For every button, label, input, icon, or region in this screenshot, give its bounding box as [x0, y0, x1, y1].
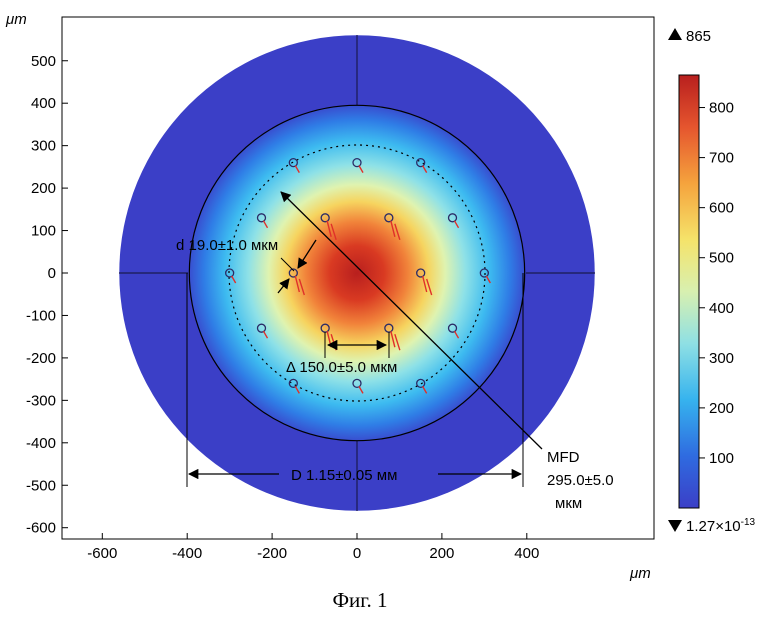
hole-diameter-annotation: d 19.0±1.0 мкм	[176, 237, 278, 254]
colorbar-tick-label: 200	[709, 400, 734, 417]
colorbar-tick-label: 500	[709, 250, 734, 267]
core-field-distribution	[189, 105, 524, 440]
y-tick-label: 0	[48, 265, 56, 282]
colorbar-tick-label: 300	[709, 350, 734, 367]
colorbar-tick-label: 700	[709, 150, 734, 167]
mfd-label-2: 295.0±5.0	[547, 472, 614, 489]
x-tick-label: -400	[172, 545, 202, 562]
y-tick-label: 100	[31, 223, 56, 240]
x-tick-label: -600	[87, 545, 117, 562]
x-tick-label: 200	[429, 545, 454, 562]
min-marker-icon	[668, 520, 682, 532]
y-tick-label: -100	[26, 307, 56, 324]
mfd-label-1: MFD	[547, 449, 580, 466]
colorbar-scale	[679, 75, 699, 508]
diameter-annotation: D 1.15±0.05 мм	[291, 467, 397, 484]
x-tick-label: 0	[353, 545, 361, 562]
colorbar-ticks: 800 700 600 500 400 300 200 100	[699, 100, 734, 467]
fiber-cross-section	[119, 35, 595, 511]
colorbar-tick-label: 800	[709, 100, 734, 117]
y-tick-label: 300	[31, 138, 56, 155]
x-unit-label: μm	[629, 565, 651, 582]
colorbar-tick-label: 100	[709, 450, 734, 467]
y-tick-label: -600	[26, 520, 56, 537]
y-tick-label: -300	[26, 392, 56, 409]
y-unit-label: μm	[5, 11, 27, 28]
y-tick-label: -400	[26, 435, 56, 452]
y-tick-label: -500	[26, 477, 56, 494]
pitch-annotation: Δ 150.0±5.0 мкм	[286, 359, 397, 376]
colorbar-min-label: 1.27×10-13	[686, 517, 756, 535]
y-tick-label: 500	[31, 53, 56, 70]
mfd-label-3: мкм	[555, 495, 582, 512]
x-tick-label: 400	[514, 545, 539, 562]
max-marker-icon	[668, 28, 682, 40]
colorbar-tick-label: 400	[709, 300, 734, 317]
colorbar-max-label: 865	[686, 28, 711, 45]
y-tick-label: -200	[26, 350, 56, 367]
colorbar-tick-label: 600	[709, 200, 734, 217]
figure-caption: Фиг. 1	[0, 588, 720, 613]
y-tick-label: 200	[31, 180, 56, 197]
x-tick-label: -200	[257, 545, 287, 562]
colorbar: 865 800 700 600 500 400 300 200 100 1.27×10-13	[668, 28, 756, 535]
y-tick-label: 400	[31, 95, 56, 112]
